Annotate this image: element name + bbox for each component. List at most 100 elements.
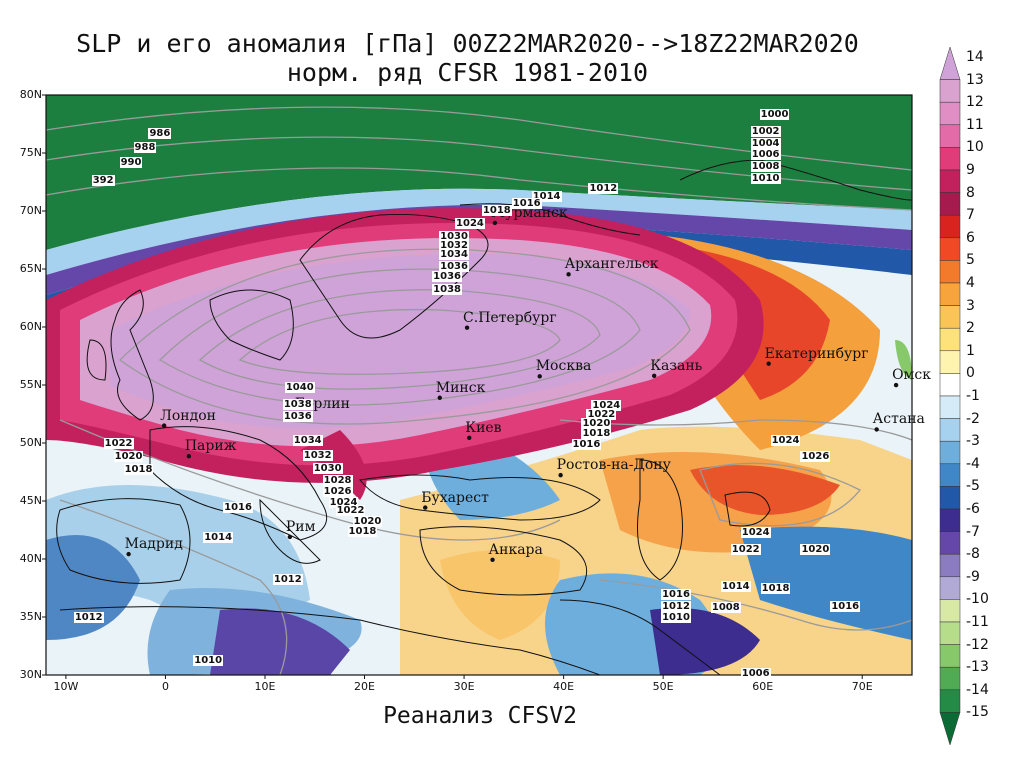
isobar-label: 1028 [322,475,353,487]
colorbar-swatch [939,553,961,578]
isobar-label: 1038 [432,283,462,295]
coastline [110,289,154,421]
city-label: Архангельск [564,256,659,273]
isobar-label: 1020 [113,450,144,462]
coastline [359,474,601,521]
city-label: Рим [285,518,316,535]
iberia-cool-core [46,535,140,640]
colorbar-label: -14 [966,681,989,698]
caspian-coast [637,459,683,581]
isobar-label: 1036 [282,411,313,423]
city-dot [893,382,899,388]
isobar-label: 1020 [352,515,383,527]
city-label: Минск [435,379,486,396]
coastline [679,159,912,201]
isobar-ring [119,248,691,425]
colorbar-swatch [939,305,961,329]
city-label: Ростов-на-Дону [556,457,671,474]
isobar-label: 986 [148,128,172,140]
colorbar-swatch [939,327,961,352]
colorbar-label: -15 [966,704,989,721]
isobar-label: 1024 [770,434,801,446]
isobar-label: 990 [119,157,143,169]
lat-label: 80N [19,88,42,101]
isobar-label: 1026 [322,485,353,497]
africa-cool-core [210,608,350,675]
isobar-ring [699,462,862,527]
lat-label: 60N [19,320,42,333]
colorbar-label: 8 [966,184,975,201]
isobar-line [559,419,912,441]
isobar-ring [158,268,641,406]
colorbar-swatch [939,237,961,261]
isobar-line [59,499,288,675]
isobar-label: 1018 [123,463,154,475]
chart-subtitle: норм. ряд CFSR 1981-2010 [286,58,649,87]
isobar-label: 1016 [223,501,253,513]
isobar-line [599,579,912,631]
colorbar-label: -11 [966,614,989,630]
isobar-label: 1018 [347,526,378,538]
isobar-label: 1024 [740,527,771,539]
city-label: Мадрид [124,536,183,553]
coastline [459,203,641,236]
isobar-label: 988 [133,142,157,154]
iran-cool-core [650,608,760,675]
colorbar-label: -1 [966,388,980,404]
chart-title: SLP и его аномалия [гПа] 00Z22MAR2020-->… [76,29,859,58]
isobar-line [46,136,912,191]
coastline [59,606,601,675]
city-dot [537,374,542,379]
isobar-label: 1020 [800,543,831,555]
lon-label: 70E [851,680,873,693]
isobar-label: 1014 [203,532,234,544]
arctic-blue-band [46,188,912,275]
colorbar-swatch [939,46,961,80]
colorbar-swatch [939,463,961,487]
colorbar-label: 2 [966,320,975,337]
city-label: Екатеринбург [764,345,869,362]
colorbar [939,46,961,746]
lat-label: 40N [19,552,42,565]
colorbar-swatch [939,79,961,103]
city-dot [467,435,472,440]
lon-label: 40E [553,680,575,693]
footer-source: Реанализ CFSV2 [383,703,577,729]
colorbar-label: -3 [966,433,980,450]
isobar-label: 1026 [800,450,831,462]
isobar-label: 1018 [481,205,512,216]
city-dot [423,505,428,510]
isobar-label: 1016 [661,588,691,600]
lon-label: 10E [254,680,276,693]
colorbar-label: 0 [966,365,975,382]
lat-label: 55N [19,378,42,391]
city-dot [186,454,192,459]
coastline [56,498,191,584]
coastline [559,599,721,675]
colorbar-label: 14 [966,49,984,65]
isobar-label: 1010 [661,612,691,624]
colorbar-swatch [939,508,961,532]
isobar-label: 1024 [455,217,485,229]
colorbar-swatch [939,192,961,216]
colorbar-swatch [939,644,961,668]
isobar-ring [198,289,601,390]
colorbar-swatch [939,486,961,510]
isobar-label: 1034 [439,249,469,261]
colorbar-label: 11 [966,116,984,133]
colorbar-swatch [939,214,961,239]
colorbar-label: 1 [966,342,975,359]
city-dot [490,557,495,563]
coastline [419,526,588,596]
colorbar-swatch [939,260,961,284]
colorbar-swatch [939,350,961,374]
isobar-label: 1030 [439,230,469,242]
colorbar-label: -12 [966,636,989,653]
colorbar-swatch [939,531,961,555]
colorbar-swatch [939,440,961,465]
colorbar-swatch [939,169,961,193]
city-dot [287,534,293,540]
isobar-label: 1008 [710,601,741,613]
lon-label: 10W [53,680,79,693]
city-label: С.Петербург [463,309,557,326]
